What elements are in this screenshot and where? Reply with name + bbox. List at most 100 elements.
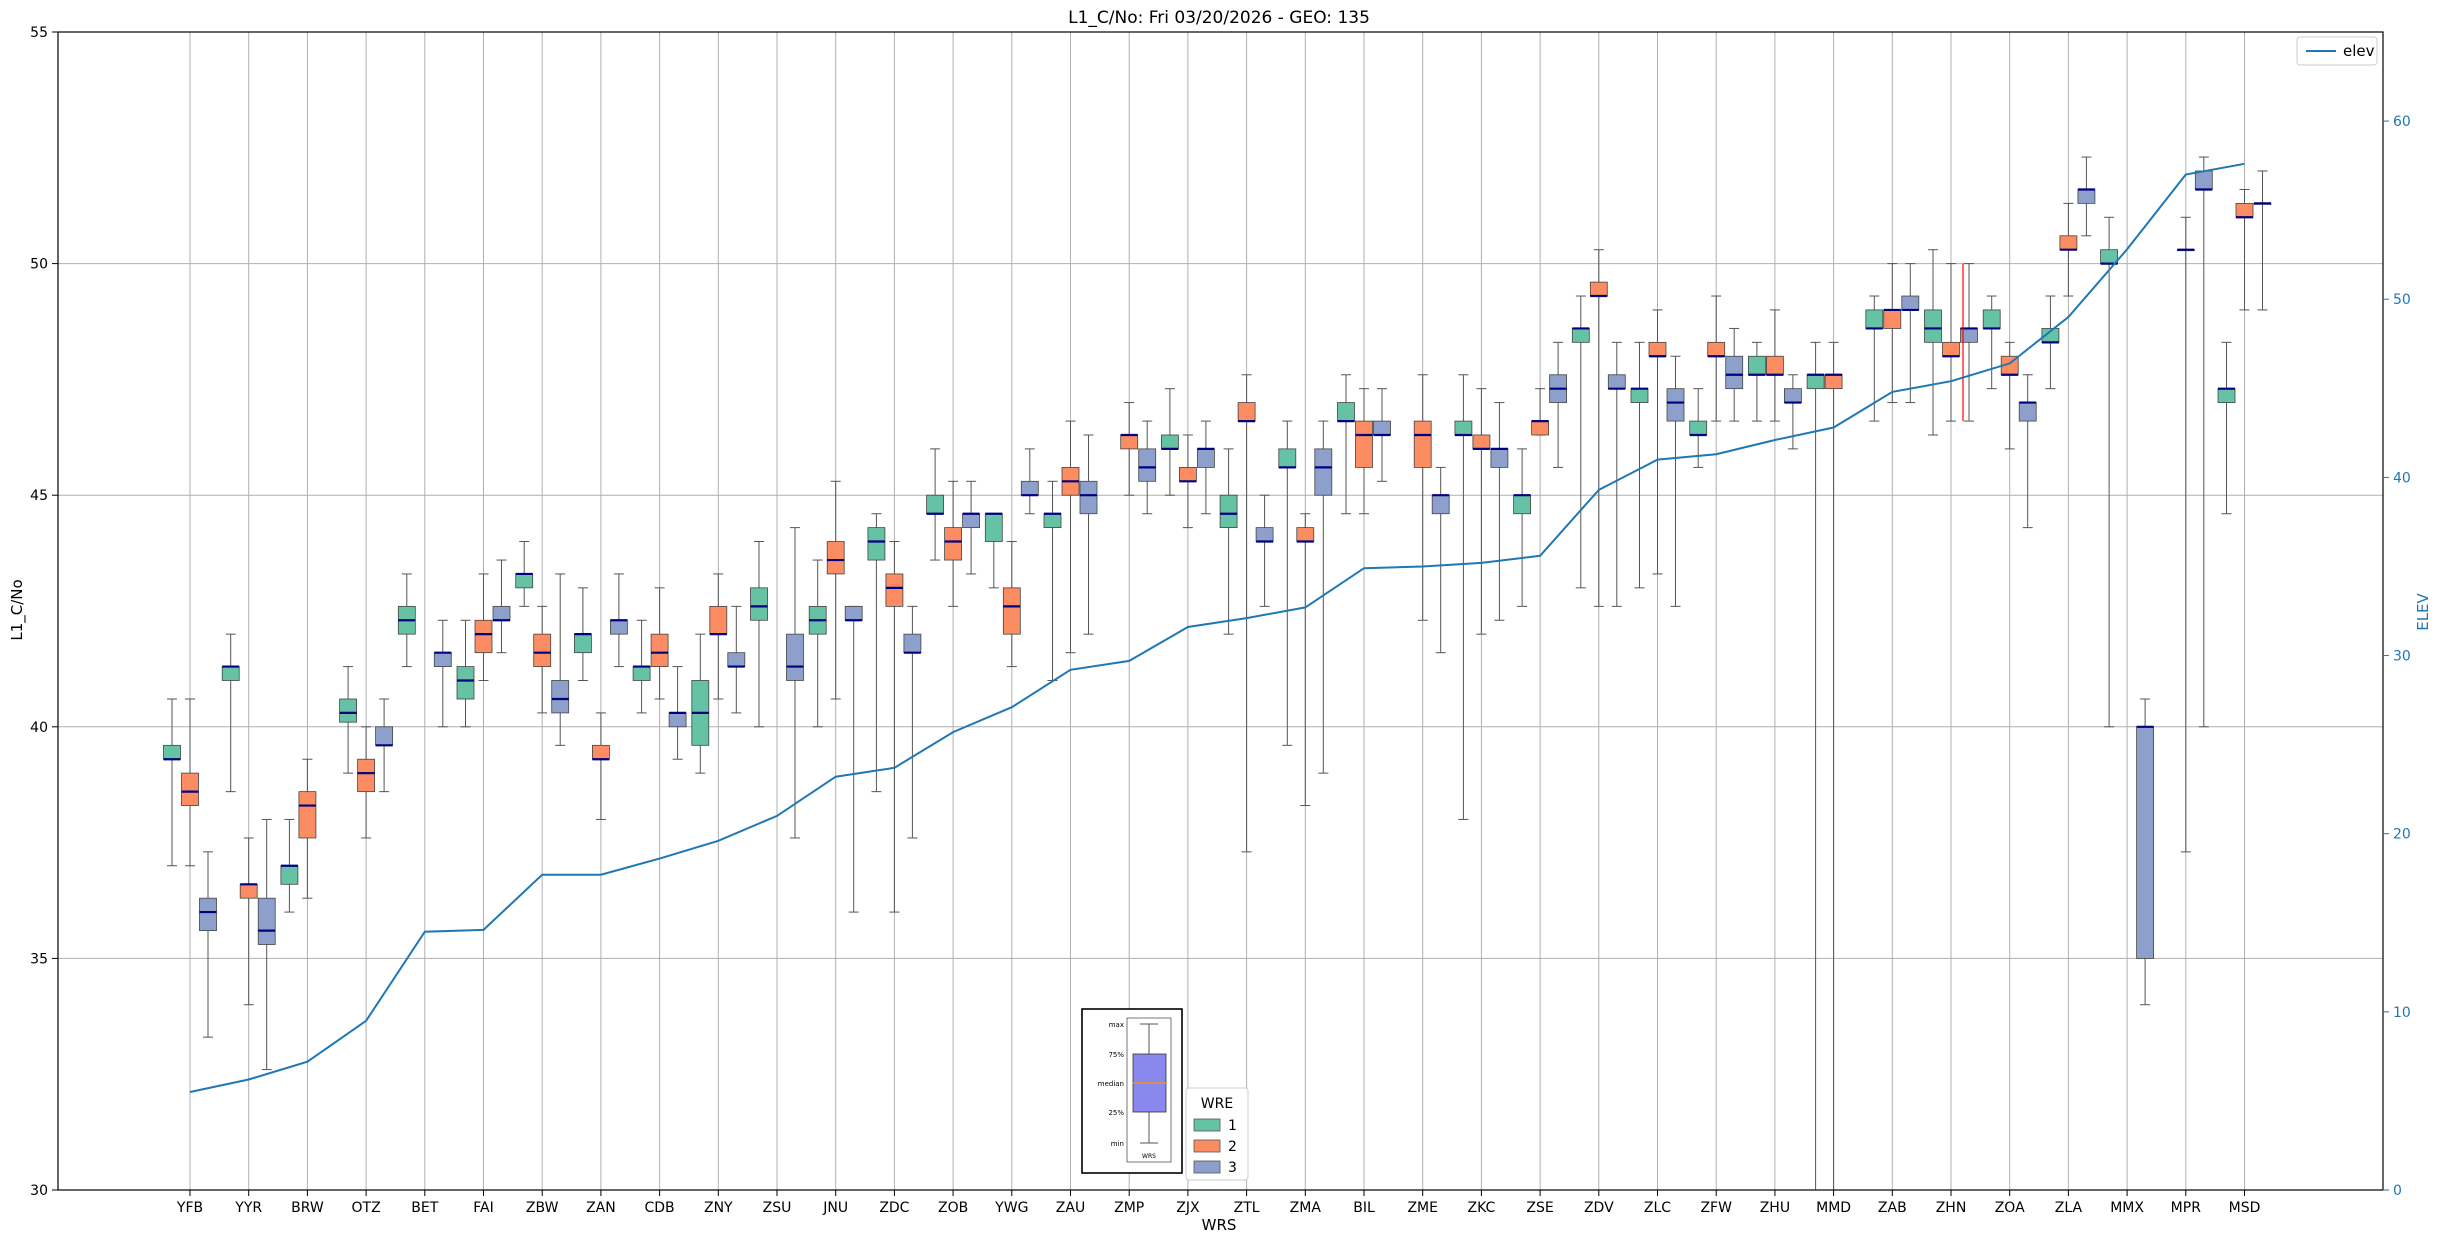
- x-tick-label-msd: MSD: [2229, 1200, 2261, 1216]
- box-body: [750, 587, 768, 621]
- box-mpr-wre2: [2176, 216, 2195, 853]
- box-zdc-wre2: [885, 541, 904, 913]
- y-axis-ticks: 30 35 40 45 50 55: [30, 25, 58, 1199]
- box-body: [1766, 355, 1784, 376]
- box-mmx-wre1: [2100, 216, 2119, 728]
- box-zab-wre3: [1901, 263, 1920, 404]
- box-body: [1337, 402, 1355, 422]
- box-zse-wre1: [1513, 448, 1531, 607]
- x-tick-label-bet: BET: [411, 1200, 438, 1216]
- y-tick-label-40: 40: [30, 720, 48, 736]
- x-tick-label-zdc: ZDC: [879, 1200, 909, 1216]
- box-body: [1413, 420, 1432, 468]
- box-zlc-wre2: [1648, 309, 1667, 575]
- x-tick-label-zob: ZOB: [938, 1200, 968, 1216]
- key-box-inset: max 75% median 25% min WRS: [1081, 1008, 1183, 1174]
- x-tick-label-jnu: JNU: [822, 1200, 848, 1216]
- key-label-min: min: [1111, 1140, 1124, 1148]
- box-fai-wre3: [492, 559, 511, 654]
- x-tick-label-zjx: ZJX: [1176, 1200, 1200, 1216]
- legend-wre-title: WRE: [1201, 1096, 1233, 1112]
- box-zfw-wre3: [1725, 327, 1744, 422]
- box-body: [962, 513, 980, 529]
- box-zma-wre1: [1278, 420, 1297, 746]
- box-zkc-wre3: [1490, 402, 1509, 621]
- box-body: [1707, 341, 1726, 357]
- box-body: [926, 494, 944, 515]
- box-body: [1278, 448, 1297, 468]
- x-tick-label-zau: ZAU: [1056, 1200, 1085, 1216]
- box-body: [1824, 374, 1843, 390]
- box-zhu-wre1: [1748, 341, 1766, 422]
- box-jnu-wre3: [844, 605, 863, 913]
- box-body: [1924, 309, 1942, 343]
- x-tick-label-bil: BIL: [1353, 1200, 1375, 1216]
- box-body: [2217, 388, 2236, 403]
- box-zmp-wre3: [1138, 420, 1157, 515]
- box-yyr-wre2: [239, 837, 258, 1006]
- x-tick-label-zab: ZAB: [1878, 1200, 1907, 1216]
- box-body: [727, 652, 746, 667]
- box-yfb-wre3: [199, 851, 217, 1038]
- box-body: [1806, 374, 1825, 390]
- box-jnu-wre1: [808, 559, 827, 728]
- x-tick-label-zan: ZAN: [586, 1200, 616, 1216]
- box-body: [551, 680, 570, 714]
- box-cdb-wre1: [632, 619, 651, 714]
- box-ywg-wre2: [1002, 541, 1021, 668]
- x-tick-label-zse: ZSE: [1526, 1200, 1553, 1216]
- key-label-max: max: [1109, 1021, 1124, 1029]
- box-body: [1002, 587, 1021, 635]
- box-zau-wre3: [1079, 434, 1098, 635]
- box-msd-wre2: [2235, 188, 2254, 311]
- box-zny-wre2: [709, 573, 728, 700]
- box-otz-wre1: [339, 666, 358, 774]
- box-body: [2018, 402, 2037, 422]
- box-body: [163, 744, 181, 760]
- box-zdv-wre3: [1607, 341, 1626, 607]
- box-zan-wre1: [574, 587, 592, 681]
- box-zhn-wre1: [1924, 249, 1942, 436]
- x-tick-label-yfb: YFB: [176, 1200, 203, 1216]
- box-zbw-wre3: [551, 573, 570, 746]
- box-body: [610, 619, 628, 635]
- box-body: [844, 605, 863, 621]
- box-zsu-wre3: [786, 527, 804, 839]
- box-body: [357, 758, 376, 793]
- box-ywg-wre1: [984, 512, 1003, 589]
- box-body: [1666, 388, 1685, 422]
- box-body: [1120, 434, 1139, 450]
- box-zab-wre2: [1883, 263, 1902, 404]
- box-body: [1513, 494, 1531, 515]
- box-zan-wre3: [610, 573, 628, 668]
- box-body: [2136, 726, 2155, 959]
- box-body: [1725, 355, 1744, 390]
- x-tick-label-zma: ZMA: [1290, 1200, 1322, 1216]
- box-body: [1589, 281, 1608, 297]
- box-brw-wre2: [298, 758, 317, 899]
- x-tick-label-zme: ZME: [1407, 1200, 1438, 1216]
- box-body: [533, 633, 552, 667]
- box-body: [1255, 527, 1274, 542]
- box-body: [1043, 513, 1062, 529]
- x-tick-label-zsu: ZSU: [763, 1200, 792, 1216]
- y-axis-label: L1_C/No: [8, 579, 27, 640]
- y2-tick-label-60: 60: [2393, 114, 2411, 130]
- box-jnu-wre2: [826, 480, 845, 700]
- box-zsu-wre1: [750, 541, 768, 728]
- box-yyr-wre1: [221, 633, 240, 793]
- box-zdv-wre2: [1589, 249, 1608, 607]
- box-body: [474, 619, 493, 654]
- box-body: [1901, 295, 1920, 311]
- box-body: [515, 573, 534, 589]
- box-zau-wre1: [1043, 480, 1062, 681]
- box-body: [1490, 448, 1509, 468]
- x-tick-label-cdb: CDB: [645, 1200, 675, 1216]
- plot-frame: [57, 31, 2384, 1191]
- y2-tick-label-20: 20: [2393, 827, 2411, 843]
- x-tick-label-zkc: ZKC: [1468, 1200, 1496, 1216]
- key-label-median: median: [1098, 1080, 1124, 1088]
- box-ywg-wre3: [1020, 448, 1039, 515]
- box-zdc-wre1: [867, 513, 886, 793]
- box-body: [632, 666, 651, 681]
